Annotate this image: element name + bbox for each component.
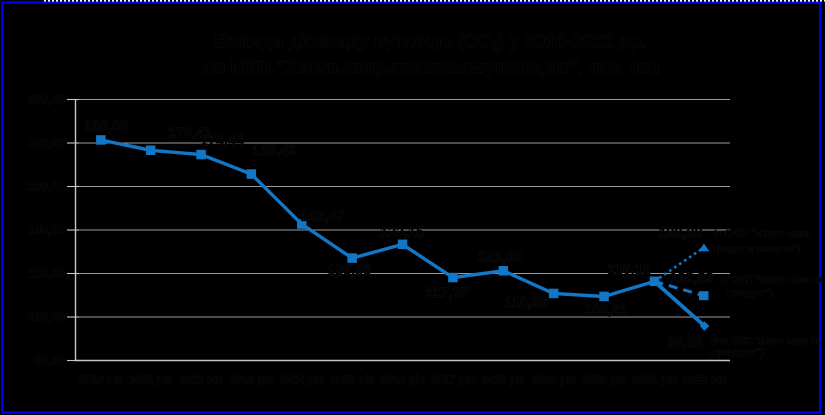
svg-text:(без СНіП "Мінус один гр.: (без СНіП "Мінус один гр. bbox=[711, 336, 822, 347]
svg-text:2021 рік: 2021 рік bbox=[633, 374, 677, 386]
svg-text:132,28: 132,28 bbox=[658, 226, 702, 242]
svg-text:110,56: 110,56 bbox=[504, 295, 547, 311]
svg-text:2014 рік: 2014 рік bbox=[280, 374, 324, 386]
svg-text:108,83: 108,83 bbox=[669, 271, 713, 287]
svg-text:2019 рік: 2019 рік bbox=[532, 374, 576, 386]
svg-text:градус та резерви"): градус та резерви") bbox=[713, 244, 800, 255]
svg-text:126,86: 126,86 bbox=[327, 263, 371, 279]
svg-text:2015 рік: 2015 рік bbox=[330, 374, 374, 386]
svg-text:117,87: 117,87 bbox=[425, 286, 468, 302]
svg-text:2022 рік: 2022 рік bbox=[683, 374, 727, 386]
svg-text:градус"): градус") bbox=[727, 288, 773, 299]
svg-text:176,41: 176,41 bbox=[168, 126, 212, 142]
svg-text:100,00: 100,00 bbox=[28, 310, 65, 324]
svg-text:2013 рік: 2013 рік bbox=[230, 374, 274, 386]
svg-text:(з СНіП "Мінус один: (з СНіП "Мінус один bbox=[713, 229, 810, 240]
svg-text:142,47: 142,47 bbox=[300, 209, 344, 225]
svg-text:133,15: 133,15 bbox=[380, 225, 424, 241]
svg-text:2020 рік: 2020 рік bbox=[582, 374, 626, 386]
svg-text:180,09: 180,09 bbox=[84, 119, 128, 135]
svg-text:2017 рік: 2017 рік bbox=[431, 374, 475, 386]
svg-text:200,00: 200,00 bbox=[28, 93, 65, 107]
svg-text:180,00: 180,00 bbox=[28, 136, 65, 150]
svg-text:96,82: 96,82 bbox=[667, 335, 703, 351]
svg-text:2011 рік: 2011 рік bbox=[129, 374, 172, 386]
svg-text:140,00: 140,00 bbox=[28, 223, 65, 237]
svg-text:116,12: 116,12 bbox=[607, 262, 650, 278]
svg-text:120,00: 120,00 bbox=[28, 267, 65, 281]
svg-text:2010 рік: 2010 рік bbox=[79, 374, 123, 386]
svg-text:2016 рік: 2016 рік bbox=[381, 374, 425, 386]
svg-text:градус"): градус") bbox=[711, 347, 765, 358]
svg-text:по МКП "Хмельницьктеплокомунен: по МКП "Хмельницьктеплокомуненерго", тис… bbox=[203, 57, 660, 78]
svg-text:160,00: 160,00 bbox=[28, 180, 65, 194]
svg-text:2018 рік: 2018 рік bbox=[482, 374, 526, 386]
svg-text:109,21: 109,21 bbox=[584, 303, 628, 319]
svg-text:165,49: 165,49 bbox=[252, 143, 296, 159]
svg-text:(з СНіП "Мінус один гр.: (з СНіП "Мінус один гр. bbox=[720, 275, 824, 286]
svg-text:80,00: 80,00 bbox=[35, 354, 66, 368]
svg-text:174,44: 174,44 bbox=[200, 133, 244, 149]
svg-text:121,00: 121,00 bbox=[478, 250, 522, 266]
svg-text:2012 рік: 2012 рік bbox=[179, 374, 223, 386]
svg-text:Викиди діоксиду вуглецю (СО2): Викиди діоксиду вуглецю (СО2) у 2010-202… bbox=[215, 31, 647, 54]
